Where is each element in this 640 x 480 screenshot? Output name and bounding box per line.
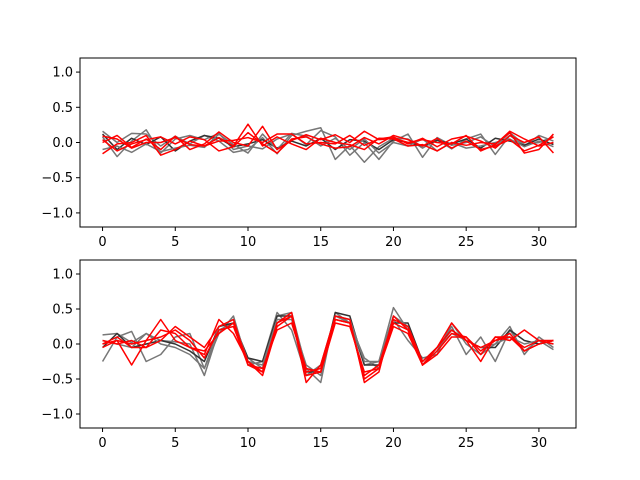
axes-2: 0 5 10 15 20 25 30 −1.0 −0.5 0.0 0.5 1.0 [41,259,577,451]
series-group [101,306,554,384]
y-tick-label: −0.5 [41,171,73,186]
axes-1: 0 5 10 15 20 25 30 −1.0 −0.5 0.0 0.5 1.0 [41,57,577,250]
x-tick-label: 10 [240,436,257,451]
y-tick-label: −1.0 [41,408,73,423]
series-line-5 [102,315,554,384]
y-tick-label: 0.0 [52,136,73,151]
x-tick-label: 15 [312,436,329,451]
x-tick-label: 5 [171,235,179,250]
x-tick-label: 20 [385,436,402,451]
x-tick-label: 30 [531,235,548,250]
x-tick-label: 15 [312,235,329,250]
x-tick-label: 10 [240,235,257,250]
y-tick-label: 0.5 [52,101,73,116]
x-tick-label: 30 [531,436,548,451]
y-tick-label: 1.0 [52,268,73,283]
y-tick-label: −1.0 [41,206,73,221]
series-line-7 [102,133,555,154]
y-tick-label: 1.0 [52,66,73,81]
y-tick-label: −0.5 [41,373,73,388]
series-line-8 [102,318,554,373]
y-tick-label: 0.0 [52,338,73,353]
series-group [101,123,555,163]
series-line-5 [102,123,554,156]
x-tick-label: 25 [458,436,475,451]
x-tick-label: 25 [458,235,475,250]
x-tick-label: 5 [171,436,179,451]
x-tick-label: 0 [98,235,106,250]
x-tick-label: 0 [98,436,106,451]
y-tick-label: 0.5 [52,303,73,318]
series-line-8 [102,131,554,154]
x-tick-label: 20 [385,235,402,250]
